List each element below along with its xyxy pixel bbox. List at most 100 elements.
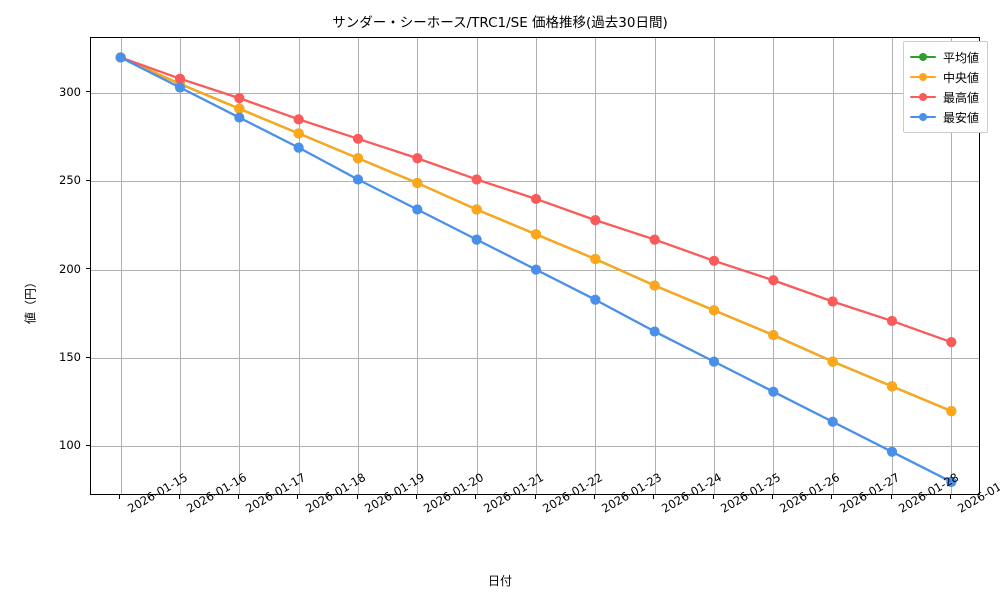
legend-item-平均値[interactable]: 平均値 bbox=[909, 47, 979, 67]
data-point bbox=[293, 142, 304, 153]
series-最高値 bbox=[115, 52, 957, 348]
gridline-vertical bbox=[298, 38, 300, 494]
gridline-horizontal bbox=[91, 358, 979, 360]
data-point bbox=[768, 329, 779, 341]
data-point bbox=[471, 174, 482, 185]
chart-legend: 平均値中央値最高値最安値 bbox=[902, 41, 988, 133]
x-axis-tick-label: 2026-01-17 bbox=[243, 470, 308, 516]
x-axis-tick-mark bbox=[237, 495, 239, 499]
chart-title: サンダー・シーホース/TRC1/SE 価格推移(過去30日間) bbox=[332, 15, 668, 31]
y-axis-tick-label: 150 bbox=[59, 350, 81, 365]
data-point bbox=[530, 229, 542, 240]
gridline-vertical bbox=[595, 38, 597, 494]
data-point bbox=[412, 204, 423, 215]
legend-marker-icon bbox=[909, 70, 936, 84]
gridline-vertical bbox=[654, 38, 656, 494]
x-axis-tick-label: 2026-01-29 bbox=[955, 470, 1000, 516]
data-point bbox=[530, 264, 542, 275]
y-axis-label-wrap: 値（円） bbox=[8, 0, 38, 600]
data-point bbox=[293, 114, 304, 125]
data-point bbox=[471, 234, 482, 245]
gridline-horizontal bbox=[91, 92, 979, 94]
data-point bbox=[768, 275, 779, 286]
data-point bbox=[649, 326, 660, 337]
data-point bbox=[352, 174, 364, 185]
data-point bbox=[946, 337, 957, 348]
data-point bbox=[234, 103, 245, 114]
x-axis-tick-label: 2026-01-26 bbox=[777, 470, 842, 516]
x-axis-tick-mark bbox=[890, 495, 892, 499]
x-axis-tick-label: 2026-01-28 bbox=[896, 470, 961, 516]
legend-label: 平均値 bbox=[942, 50, 979, 65]
data-point bbox=[946, 476, 957, 487]
legend-item-中央値[interactable]: 中央値 bbox=[909, 67, 979, 87]
data-point bbox=[886, 446, 898, 457]
x-axis-label: 日付 bbox=[487, 574, 512, 588]
legend-item-最安値[interactable]: 最安値 bbox=[909, 107, 979, 127]
legend-label: 最安値 bbox=[942, 110, 979, 125]
y-axis-tick-label: 300 bbox=[59, 84, 81, 99]
y-axis-tick-label: 250 bbox=[59, 173, 81, 188]
x-axis-tick-label: 2026-01-27 bbox=[837, 470, 902, 516]
data-point bbox=[708, 356, 720, 367]
x-axis-tick-mark bbox=[653, 495, 655, 499]
x-axis-tick-mark bbox=[712, 495, 714, 499]
x-axis-tick-label: 2026-01-21 bbox=[481, 470, 546, 516]
gridline-vertical bbox=[180, 38, 181, 494]
x-axis-tick-label: 2026-01-20 bbox=[421, 470, 486, 516]
gridline-vertical bbox=[239, 38, 241, 494]
data-point bbox=[768, 386, 779, 397]
data-point bbox=[708, 255, 720, 266]
legend-label: 中央値 bbox=[942, 70, 979, 85]
series-中央値 bbox=[115, 52, 957, 417]
legend-item-最高値[interactable]: 最高値 bbox=[909, 87, 979, 107]
x-axis-tick-mark bbox=[297, 495, 299, 499]
gridline-horizontal bbox=[91, 181, 979, 183]
x-axis-tick-mark bbox=[415, 495, 417, 499]
legend-marker-icon bbox=[909, 90, 936, 104]
data-point bbox=[234, 93, 245, 104]
data-point bbox=[234, 112, 245, 123]
x-axis-tick-mark bbox=[949, 495, 951, 499]
plot-area bbox=[90, 37, 980, 495]
data-point bbox=[115, 52, 126, 63]
data-point bbox=[590, 294, 601, 305]
data-point bbox=[471, 204, 482, 215]
data-point bbox=[174, 82, 186, 93]
x-axis-tick-label: 2026-01-25 bbox=[718, 470, 783, 516]
x-axis-tick-mark bbox=[356, 495, 358, 499]
gridline-horizontal bbox=[91, 446, 979, 448]
data-point bbox=[590, 215, 601, 226]
y-axis-label: 値（円） bbox=[23, 275, 38, 325]
gridline-vertical bbox=[358, 38, 359, 494]
series-layer bbox=[115, 52, 957, 487]
y-axis-tick-mark bbox=[86, 444, 90, 447]
data-point bbox=[649, 280, 660, 291]
data-point bbox=[946, 406, 957, 417]
data-point bbox=[174, 73, 186, 84]
legend-label: 最高値 bbox=[942, 90, 979, 105]
data-point bbox=[352, 133, 364, 144]
data-point bbox=[412, 177, 423, 189]
data-point bbox=[352, 153, 364, 164]
y-axis-tick-label: 200 bbox=[59, 261, 81, 276]
y-axis-tick-mark bbox=[86, 179, 90, 181]
x-axis-tick-mark bbox=[771, 495, 773, 499]
gridline-vertical bbox=[832, 38, 834, 494]
gridline-vertical bbox=[714, 38, 715, 494]
x-axis-tick-mark bbox=[831, 495, 833, 499]
data-point bbox=[530, 193, 542, 205]
gridline-vertical bbox=[417, 38, 419, 494]
gridline-vertical bbox=[892, 38, 893, 494]
x-axis-tick-label: 2026-01-23 bbox=[599, 470, 664, 516]
x-axis-tick-label: 2026-01-15 bbox=[125, 470, 190, 516]
x-axis-tick-label: 2026-01-18 bbox=[303, 470, 368, 516]
series-最安値 bbox=[115, 52, 957, 487]
x-axis-tick-label: 2026-01-22 bbox=[540, 470, 605, 516]
data-point bbox=[827, 416, 838, 427]
x-axis-tick-mark bbox=[534, 495, 536, 499]
gridline-vertical bbox=[120, 38, 122, 494]
data-point bbox=[708, 305, 720, 316]
data-point bbox=[886, 315, 898, 327]
